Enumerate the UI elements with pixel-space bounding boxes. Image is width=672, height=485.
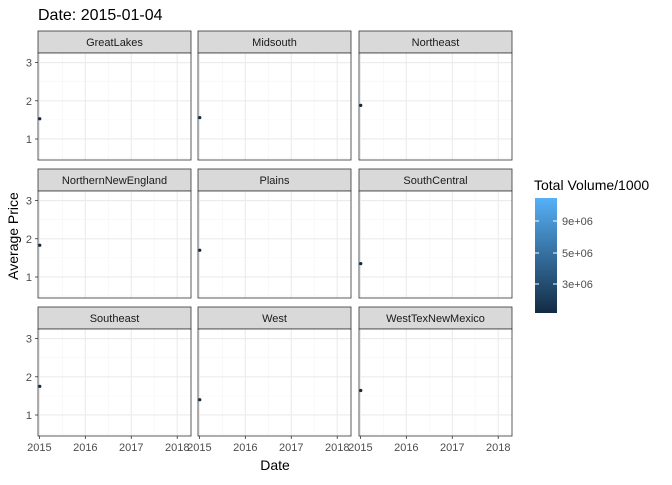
facet-panel: SouthCentral	[358, 168, 513, 299]
chart-title: Date: 2015-01-04	[38, 7, 163, 24]
facet-panel: GreatLakes 1 2 3	[26, 30, 192, 161]
facet-label: NorthernNewEngland	[62, 175, 167, 187]
legend-label: 3e+06	[562, 279, 593, 291]
panel-background	[359, 53, 512, 160]
data-point	[359, 103, 363, 107]
x-tick-label: 2018	[486, 442, 510, 454]
facet-panel: Plains	[197, 168, 352, 299]
x-tick-label: 2016	[73, 442, 97, 454]
facet-label: SouthCentral	[403, 175, 467, 187]
facet-label: Midsouth	[252, 37, 297, 49]
y-tick-label: 3	[26, 196, 32, 208]
panel-border	[358, 52, 513, 161]
panel-border	[37, 328, 192, 437]
facet-label: Southeast	[90, 313, 140, 325]
panel-border	[37, 52, 192, 161]
facet-label: Plains	[260, 175, 290, 187]
facet-panel: West 2015 2016 2017 2018	[187, 306, 352, 454]
panel-border	[358, 328, 513, 437]
facet-label: WestTexNewMexico	[386, 313, 485, 325]
y-tick-label: 3	[26, 334, 32, 346]
panel-background	[198, 53, 351, 160]
x-axis-label: Date	[260, 457, 290, 473]
panel-background	[38, 329, 191, 436]
panel-background	[198, 329, 351, 436]
y-tick-label: 2	[26, 96, 32, 108]
data-point	[198, 248, 202, 252]
y-tick-label: 1	[26, 134, 32, 146]
y-tick-label: 1	[26, 410, 32, 422]
data-point	[38, 384, 42, 388]
data-point	[198, 398, 202, 402]
facet-grid: GreatLakes 1 2 3 Midsouth Northeast NorthernNe…	[26, 30, 513, 454]
color-legend: Total Volume/1000 9e+06 5e+06 3e+06	[534, 177, 649, 313]
facet-panel: NorthernNewEngland 1 2 3	[26, 168, 192, 299]
x-tick-label: 2017	[119, 442, 143, 454]
data-point	[38, 117, 42, 121]
y-tick-label: 2	[26, 234, 32, 246]
legend-title: Total Volume/1000	[534, 177, 649, 193]
panel-border	[197, 52, 352, 161]
panel-background	[359, 191, 512, 298]
panel-border	[37, 190, 192, 299]
x-tick-label: 2016	[394, 442, 418, 454]
legend-colorbar	[535, 198, 557, 313]
facet-label: GreatLakes	[86, 37, 143, 49]
x-tick-label: 2016	[233, 442, 257, 454]
legend-label: 9e+06	[562, 216, 593, 228]
data-point	[198, 115, 202, 120]
panel-border	[358, 190, 513, 299]
facet-panel: Northeast	[358, 30, 513, 161]
x-tick-label: 2015	[27, 442, 51, 454]
panel-border	[197, 328, 352, 437]
facet-label: Northeast	[412, 37, 460, 49]
facet-panel: Midsouth	[197, 30, 352, 161]
data-point	[359, 262, 363, 266]
x-tick-label: 2018	[165, 442, 189, 454]
data-point	[359, 388, 363, 393]
facet-panel: Southeast 1 2 3 2015 2016 2017 2018	[26, 306, 192, 454]
legend-label: 5e+06	[562, 248, 593, 260]
y-tick-label: 3	[26, 58, 32, 70]
y-tick-label: 2	[26, 372, 32, 384]
x-tick-label: 2015	[348, 442, 372, 454]
panel-background	[38, 191, 191, 298]
panel-background	[359, 329, 512, 436]
x-tick-label: 2018	[325, 442, 349, 454]
panel-background	[38, 53, 191, 160]
facet-panel: WestTexNewMexico 2015 2016 2017 2018	[348, 306, 513, 454]
panel-border	[197, 190, 352, 299]
facet-label: West	[262, 313, 287, 325]
y-axis-label: Average Price	[5, 192, 21, 280]
x-tick-label: 2015	[187, 442, 211, 454]
data-point	[38, 243, 42, 247]
x-tick-label: 2017	[279, 442, 303, 454]
panel-background	[198, 191, 351, 298]
x-tick-label: 2017	[440, 442, 464, 454]
y-tick-label: 1	[26, 272, 32, 284]
